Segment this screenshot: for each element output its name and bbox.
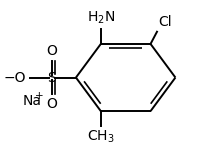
Text: Cl: Cl bbox=[158, 15, 171, 29]
Text: O: O bbox=[47, 97, 57, 111]
Text: Na: Na bbox=[23, 93, 42, 108]
Text: −O: −O bbox=[4, 70, 26, 85]
Text: CH$_3$: CH$_3$ bbox=[87, 129, 115, 146]
Text: +: + bbox=[34, 91, 43, 101]
Text: S: S bbox=[48, 70, 56, 85]
Text: H$_2$N: H$_2$N bbox=[87, 10, 115, 26]
Text: O: O bbox=[47, 44, 57, 58]
